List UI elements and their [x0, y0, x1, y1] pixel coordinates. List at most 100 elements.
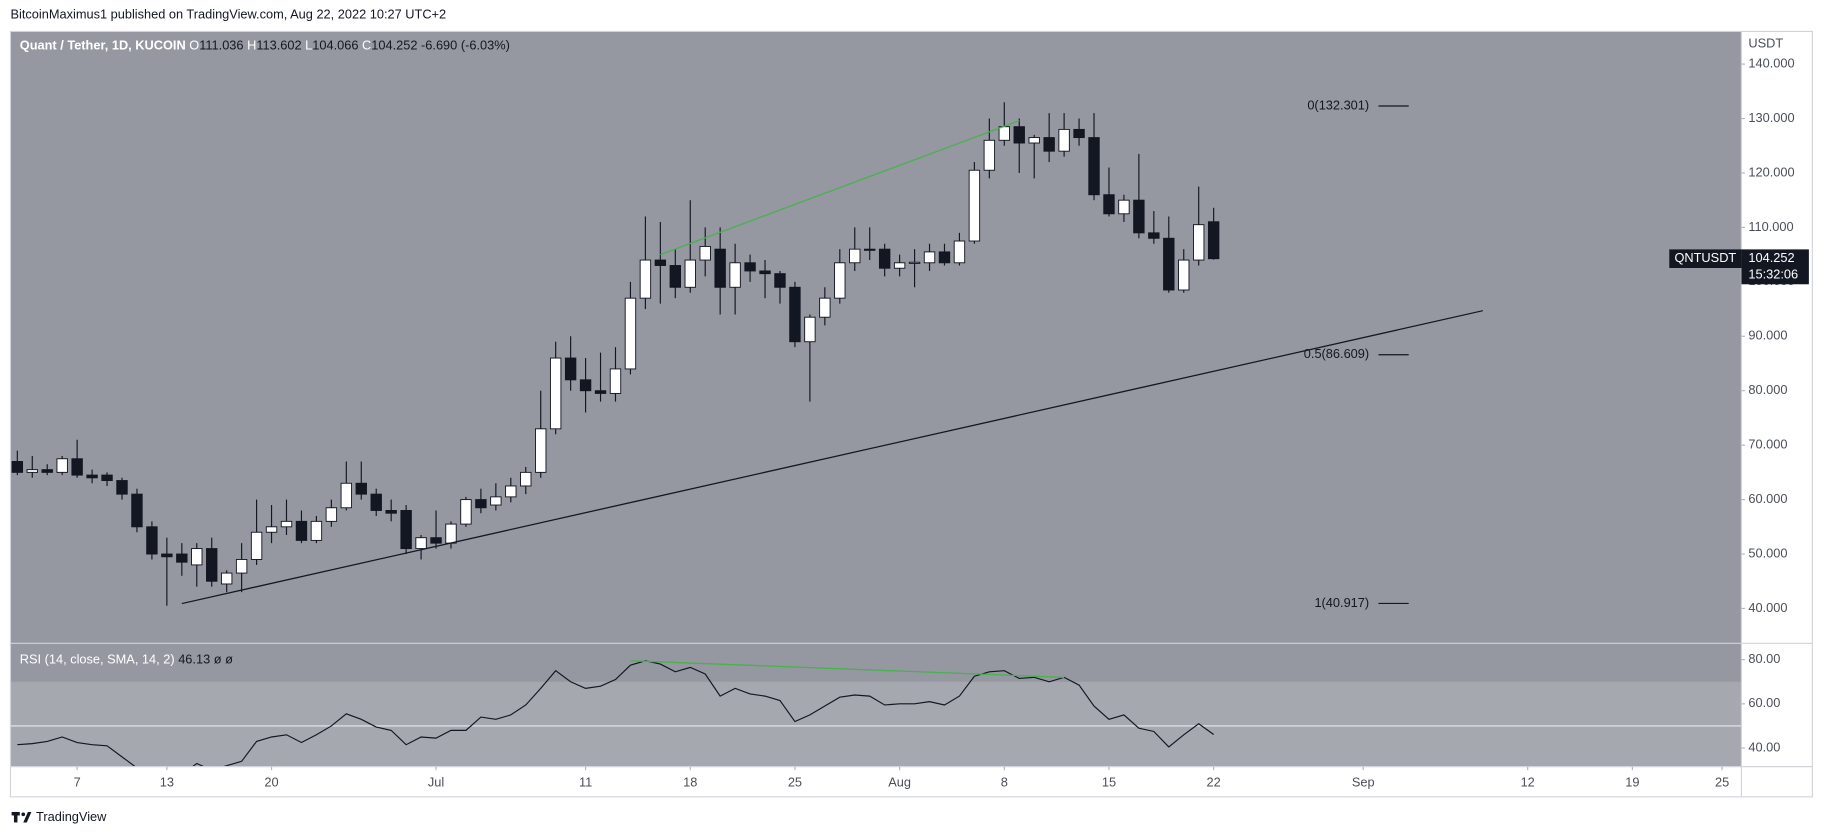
candle-body — [684, 259, 696, 288]
price-box — [1741, 249, 1809, 285]
countdown: 15:32:06 — [1748, 266, 1798, 281]
rsi-title: RSI (14, close, SMA, 14, 2) — [20, 652, 175, 667]
y-tick-label: 50.000 — [1748, 545, 1787, 560]
candle-body — [864, 248, 876, 251]
candle-body — [400, 510, 412, 550]
y-tick-label: 120.000 — [1748, 164, 1794, 179]
candle-body — [549, 357, 562, 430]
y-tick-label: 60.00 — [1748, 695, 1780, 710]
ohlc-value: 104.066 — [312, 38, 358, 53]
symbol-label: QNTUSDT — [1674, 250, 1736, 265]
x-tick-label: 19 — [1625, 774, 1639, 789]
candle-body — [744, 262, 756, 272]
candle-body — [56, 458, 68, 473]
x-tick-label: 15 — [1102, 774, 1116, 789]
candle-body — [1028, 137, 1040, 144]
candle-body — [938, 251, 951, 264]
candle-body — [953, 240, 966, 264]
y-tick-label: 40.000 — [1748, 600, 1787, 615]
candle-body — [1058, 128, 1070, 152]
x-tick-label: 13 — [160, 774, 174, 789]
candle-body — [878, 248, 891, 269]
y-tick-label: 60.000 — [1748, 491, 1787, 506]
ohlc-key: L — [305, 38, 312, 53]
candle-body — [774, 273, 786, 288]
candle-body — [923, 251, 936, 264]
candle-body — [101, 474, 113, 481]
candle-body — [116, 480, 128, 495]
y-tick-label: 140.000 — [1748, 55, 1794, 70]
candle-body — [624, 297, 637, 370]
candle-body — [161, 553, 173, 558]
candle-body — [146, 526, 158, 555]
candle-body — [535, 428, 547, 473]
candle-body — [206, 548, 218, 582]
candle-body — [235, 559, 248, 574]
candle-body — [654, 259, 667, 266]
candle-body — [579, 379, 592, 392]
candle-body — [1073, 128, 1085, 139]
candle-body — [1088, 137, 1100, 196]
candle-body — [609, 368, 622, 394]
candle-body — [191, 548, 203, 566]
x-tick-label: 8 — [1001, 774, 1008, 789]
candle-body — [983, 139, 996, 171]
candle-body — [1178, 259, 1190, 291]
candle-body — [759, 270, 771, 275]
candle-body — [385, 510, 397, 514]
ohlc-key: C — [362, 38, 371, 53]
candle-body — [893, 262, 906, 269]
candle-body — [520, 471, 532, 487]
trendline — [630, 660, 1065, 678]
candle-body — [834, 262, 846, 299]
y-tick-label: 110.000 — [1748, 219, 1793, 234]
candle-body — [310, 520, 323, 541]
axes: 40.00050.00060.00070.00080.00090.000100.… — [74, 55, 1809, 789]
candle-body — [1133, 199, 1145, 234]
candle-body — [1103, 194, 1115, 215]
trendline — [181, 310, 1483, 605]
candle-body — [11, 461, 24, 473]
x-tick-label: 25 — [788, 774, 802, 789]
candle-body — [1148, 232, 1160, 239]
ohlc-key: O — [189, 38, 199, 53]
logo-part — [13, 811, 18, 823]
rsi-band — [10, 681, 1742, 767]
candle-body — [220, 572, 233, 585]
x-tick-label: 7 — [74, 774, 81, 789]
rsi-value: 46.13 — [178, 652, 210, 667]
candle-body — [594, 390, 607, 394]
fib-label: 0(132.301) — [1307, 97, 1369, 112]
x-tick-label: Jul — [428, 774, 444, 789]
candle-body — [564, 357, 577, 381]
candle-body — [370, 493, 382, 511]
candle-body — [1013, 126, 1025, 144]
candle-body — [804, 316, 816, 343]
x-tick-label: Aug — [888, 774, 911, 789]
last-price: 104.252 — [1748, 250, 1794, 265]
change-pct: (-6.03%) — [461, 38, 510, 53]
x-tick-label: Sep — [1352, 774, 1375, 789]
candle-body — [1118, 199, 1130, 215]
candle-body — [505, 485, 517, 498]
candle-body — [355, 482, 367, 495]
candle-body — [669, 265, 682, 288]
candle-body — [1207, 221, 1220, 260]
ohlc-key: H — [247, 38, 256, 53]
y-tick-label: 80.00 — [1748, 651, 1780, 666]
x-tick-label: 11 — [579, 774, 592, 789]
candle-body — [460, 499, 472, 525]
candle-body — [1163, 237, 1175, 291]
candle-body — [699, 245, 711, 261]
candle-body — [280, 520, 293, 528]
candle-body — [639, 259, 652, 299]
change: -6.690 — [421, 38, 457, 53]
candle-body — [71, 458, 83, 476]
fib-label: 1(40.917) — [1314, 595, 1369, 610]
candle-body — [445, 523, 457, 544]
y-tick-label: 90.000 — [1748, 328, 1787, 343]
y-tick-label: 80.000 — [1748, 382, 1787, 397]
candle-body — [475, 499, 487, 509]
candle-body — [819, 297, 831, 318]
